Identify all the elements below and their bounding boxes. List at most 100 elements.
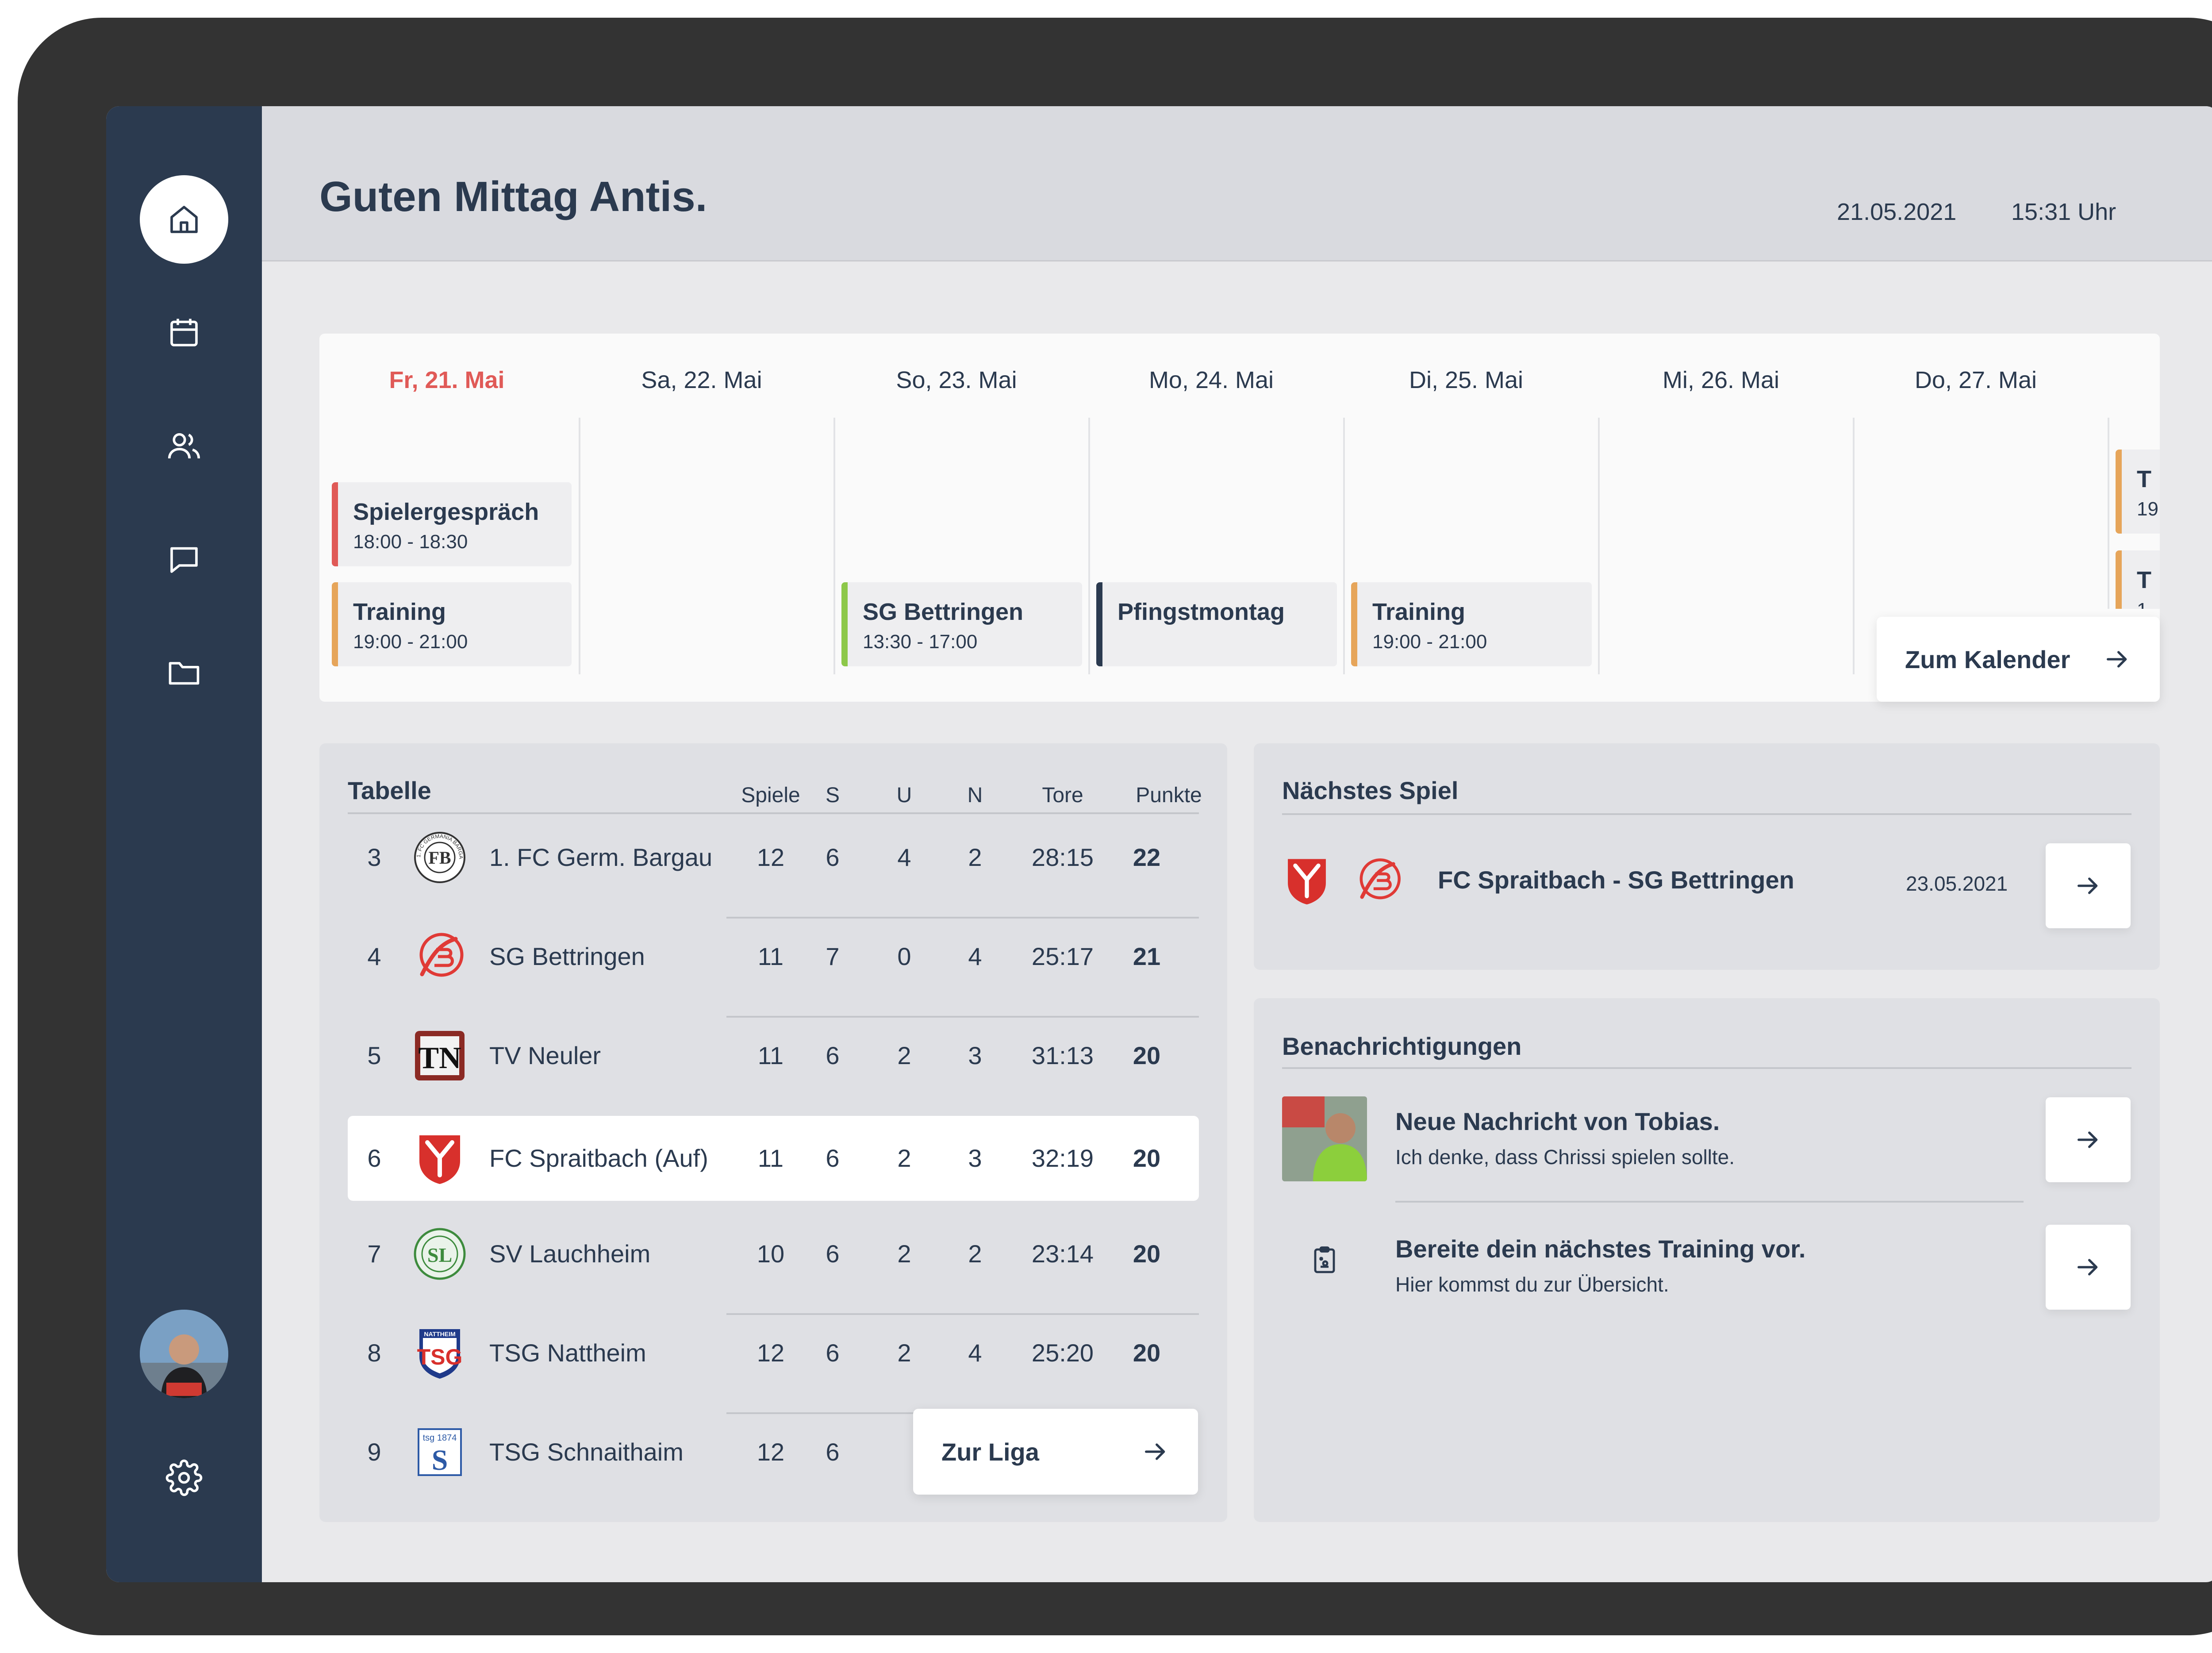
column-divider: [1343, 418, 1345, 674]
spraitbach-logo: [419, 1135, 460, 1184]
day-header-tue[interactable]: Di, 25. Mai: [1409, 367, 1524, 393]
table-row[interactable]: 5 TN TV Neuler 11 6 2 3 31:13 20: [348, 1013, 1199, 1098]
calendar-event[interactable]: SG Bettringen 13:30 - 17:00: [841, 582, 1082, 666]
header-time: 15:31 Uhr: [2011, 199, 2116, 225]
spraitbach-logo: [1288, 859, 1326, 905]
rank: 7: [367, 1240, 381, 1268]
to-calendar-button[interactable]: Zum Kalender: [1877, 617, 2160, 702]
losses: 3: [968, 1144, 982, 1172]
team-name: FC Spraitbach (Auf): [489, 1144, 708, 1172]
games: 11: [757, 942, 784, 970]
bettringen-logo: [419, 933, 464, 977]
event-color-bar: [1096, 582, 1102, 666]
notification-text: Ich denke, dass Chrissi spielen sollte.: [1395, 1146, 1735, 1169]
games: 12: [757, 843, 785, 871]
app-screen: Guten Mittag Antis. 21.05.2021 15:31 Uhr…: [106, 106, 2212, 1582]
event-title: Training: [1372, 599, 1466, 625]
column-divider: [1088, 418, 1090, 674]
day-header-wed[interactable]: Mi, 26. Mai: [1662, 367, 1780, 393]
open-training-button[interactable]: [2046, 1225, 2131, 1310]
day-header-mon[interactable]: Mo, 24. Mai: [1148, 367, 1274, 393]
wins: 6: [826, 843, 840, 871]
calendar-event[interactable]: Pfingstmontag: [1096, 582, 1337, 666]
notification-title: Bereite dein nächstes Training vor.: [1395, 1235, 1806, 1263]
column-divider: [579, 418, 580, 674]
svg-text:NATTHEIM: NATTHEIM: [424, 1330, 455, 1338]
table-row[interactable]: 4 SG Bettringen 11 7 0 4 25:17 21: [348, 914, 1199, 999]
calendar-event[interactable]: Training 19:00 - 21:00: [1351, 582, 1592, 666]
svg-text:SL: SL: [427, 1244, 452, 1266]
table-row-own-team[interactable]: 6 FC Spraitbach (Auf) 11 6 2 3 32:19 20: [348, 1116, 1199, 1201]
to-league-label: Zur Liga: [941, 1438, 1039, 1466]
wins: 6: [826, 1144, 840, 1172]
svg-text:FB: FB: [428, 848, 451, 868]
wins: 6: [826, 1042, 840, 1069]
team-name: TV Neuler: [489, 1042, 601, 1069]
nav-files[interactable]: [140, 628, 228, 717]
table-row[interactable]: 8 NATTHEIM TSG TSG Nattheim 12 6 2 4 25:…: [348, 1311, 1199, 1395]
nav-messages[interactable]: [140, 515, 228, 604]
table-title: Tabelle: [348, 777, 431, 804]
nattheim-logo: NATTHEIM TSG: [417, 1329, 463, 1379]
to-league-button[interactable]: Zur Liga: [913, 1409, 1198, 1495]
users-icon: [168, 433, 200, 459]
table-row[interactable]: 3 FB 1. FC GERMANIA BARGAU E.V. 1. FC Ge…: [348, 815, 1199, 900]
arrow-right-icon: [1145, 1443, 1165, 1460]
user-avatar[interactable]: [140, 1310, 228, 1398]
calendar-event[interactable]: Spielergespräch 18:00 - 18:30: [332, 482, 572, 566]
col-header-punkte: Punkte: [1136, 784, 1202, 807]
page-title: Guten Mittag Antis.: [319, 173, 707, 220]
points: 20: [1133, 1339, 1161, 1367]
page-header: Guten Mittag Antis. 21.05.2021 15:31 Uhr: [262, 106, 2212, 261]
arrow-right-icon: [2107, 651, 2127, 668]
goals: 25:20: [1031, 1339, 1094, 1367]
losses: 2: [968, 1240, 982, 1268]
event-time: 13:30 - 17:00: [863, 631, 978, 653]
calendar-event[interactable]: Training 19:00 - 21:00: [332, 582, 572, 666]
draws: 2: [897, 1240, 911, 1268]
day-header-thu[interactable]: Do, 27. Mai: [1914, 367, 2037, 393]
wins: 6: [826, 1240, 840, 1268]
next-game-panel: Nächstes Spiel FC Spraitbach - SG Bettri…: [1254, 743, 2160, 970]
games: 12: [757, 1438, 785, 1466]
nav-calendar[interactable]: [140, 288, 228, 377]
lauchheim-logo: SL: [414, 1228, 466, 1280]
losses: 4: [968, 1339, 982, 1367]
divider: [726, 1016, 1199, 1018]
event-title: T: [2137, 466, 2151, 492]
divider: [726, 917, 1199, 919]
day-header-fri[interactable]: Fr, 21. Mai: [389, 367, 505, 393]
col-header-s: S: [825, 784, 840, 807]
col-header-u: U: [896, 784, 912, 807]
event-color-bar: [2116, 450, 2122, 534]
team-name: TSG Nattheim: [489, 1339, 646, 1367]
week-calendar: Fr, 21. Mai Sa, 22. Mai So, 23. Mai Mo, …: [319, 334, 2160, 702]
neuler-logo-text: TN: [418, 1041, 461, 1075]
col-header-spiele: Spiele: [741, 784, 800, 807]
open-message-button[interactable]: [2046, 1097, 2131, 1182]
rank: 5: [367, 1042, 381, 1069]
table-row[interactable]: 7 SL SV Lauchheim 10 6 2 2 23:14 20: [348, 1211, 1199, 1296]
table-row[interactable]: 9 tsg 1874 S TSG Schnaithaim 12 6: [348, 1410, 1199, 1495]
nav-team[interactable]: [140, 402, 228, 490]
svg-text:TSG: TSG: [417, 1345, 463, 1369]
event-color-bar: [1351, 582, 1357, 666]
nav-settings[interactable]: [140, 1434, 228, 1522]
losses: 2: [968, 843, 982, 871]
day-header-sun[interactable]: So, 23. Mai: [896, 367, 1017, 393]
rank: 6: [367, 1144, 381, 1172]
schnaitheim-logo: tsg 1874 S: [418, 1428, 462, 1476]
col-header-tore: Tore: [1042, 784, 1083, 807]
draws: 2: [897, 1144, 911, 1172]
event-color-bar: [841, 582, 848, 666]
league-table-panel: Tabelle Spiele S U N Tore Punkte 3 FB 1.…: [319, 743, 1227, 1522]
day-header-sat[interactable]: Sa, 22. Mai: [641, 367, 762, 393]
nav-home[interactable]: [140, 175, 228, 264]
home-icon: [170, 206, 198, 233]
goals: 28:15: [1031, 843, 1094, 871]
games: 12: [757, 1339, 785, 1367]
arrow-right-icon: [2078, 1131, 2098, 1148]
calendar-event[interactable]: T 19: [2116, 450, 2160, 534]
open-match-button[interactable]: [2046, 843, 2131, 928]
arrow-right-icon: [2078, 1259, 2098, 1276]
